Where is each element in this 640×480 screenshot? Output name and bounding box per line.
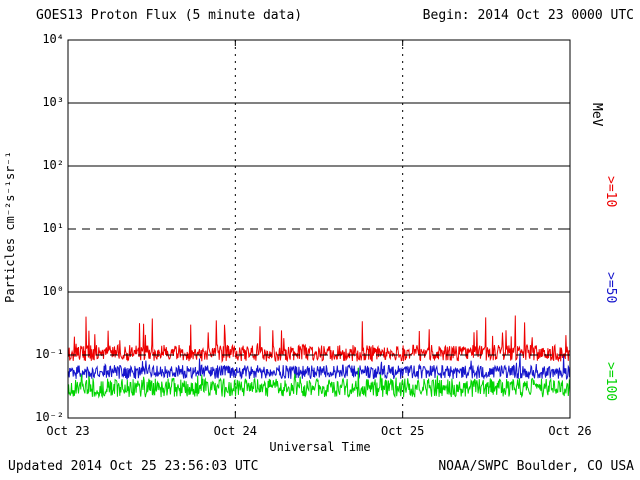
x-tick-label: Oct 26 bbox=[548, 424, 592, 438]
series-gte10-line bbox=[67, 315, 571, 364]
legend-unit-label: MeV bbox=[589, 103, 604, 127]
updated-timestamp: Updated 2014 Oct 25 23:56:03 UTC bbox=[8, 459, 259, 474]
chart-title: GOES13 Proton Flux (5 minute data) bbox=[36, 8, 303, 23]
plot-border bbox=[67, 39, 571, 419]
x-tick-label: Oct 24 bbox=[213, 424, 257, 438]
x-tick-label: Oct 23 bbox=[46, 424, 90, 438]
y-tick-label: 10³ bbox=[42, 95, 64, 109]
y-tick-label: 10¹ bbox=[42, 221, 64, 235]
y-tick-label: 10² bbox=[42, 158, 64, 172]
y-tick-label: 10⁰ bbox=[42, 284, 64, 298]
legend-gte100-label: >=100 bbox=[603, 362, 618, 402]
legend-gte10-label: >=10 bbox=[603, 176, 618, 208]
y-tick-label: 10⁴ bbox=[42, 32, 64, 46]
y-tick-label: 10⁻² bbox=[35, 410, 64, 424]
series-gte50-line bbox=[67, 352, 571, 380]
begin-time-label: Begin: 2014 Oct 23 0000 UTC bbox=[422, 8, 634, 23]
legend-gte50-label: >=50 bbox=[603, 272, 618, 304]
x-axis-label: Universal Time bbox=[269, 440, 371, 454]
source-credit: NOAA/SWPC Boulder, CO USA bbox=[438, 459, 634, 474]
series-gte100-line bbox=[67, 367, 571, 399]
y-tick-label: 10⁻¹ bbox=[35, 347, 64, 361]
x-tick-label: Oct 25 bbox=[380, 424, 425, 438]
